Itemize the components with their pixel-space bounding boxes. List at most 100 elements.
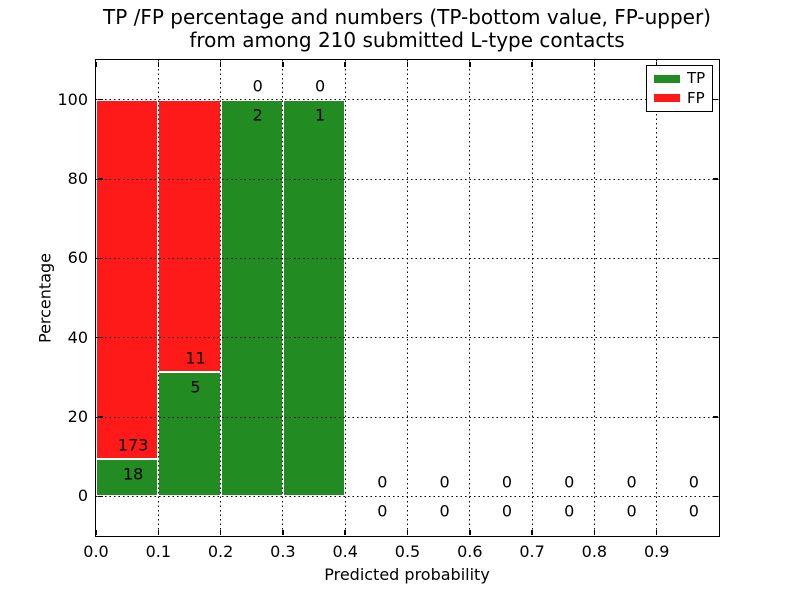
fp-count-label: 0: [439, 472, 450, 492]
fp-count-label: 0: [314, 76, 326, 96]
y-tick-right: [712, 495, 718, 498]
fp-count-label: 0: [501, 472, 513, 492]
gridline-vertical: [344, 60, 346, 536]
y-tick-label: 100: [57, 89, 88, 109]
y-tick-right: [712, 336, 718, 339]
x-tick-label: 0.1: [145, 542, 172, 561]
y-tick-label: 60: [67, 248, 88, 268]
gridline-horizontal: [96, 337, 719, 339]
x-tick-bottom: [406, 529, 409, 535]
legend: TP FP: [646, 65, 713, 112]
x-tick-top: [157, 61, 160, 67]
gridline-vertical: [157, 60, 159, 536]
fp-count-label: 0: [688, 472, 699, 492]
tp-count-label: 0: [564, 501, 575, 521]
x-tick-bottom: [219, 529, 222, 535]
legend-item-tp: TP: [647, 71, 712, 86]
bar-fp-segment: [158, 99, 221, 373]
tp-count-label: 5: [190, 377, 201, 397]
fp-count-label: 0: [377, 472, 388, 492]
gridline-horizontal: [96, 178, 719, 180]
fp-count-label: 11: [185, 348, 206, 368]
tp-count-label: 0: [688, 501, 699, 521]
x-tick-bottom: [469, 529, 471, 535]
fp-count-label: 173: [117, 435, 149, 455]
chart-title: TP /FP percentage and numbers (TP-bottom…: [103, 6, 711, 52]
legend-swatch-tp-icon: [654, 74, 680, 83]
x-tick-label: 0.8: [581, 542, 608, 561]
x-tick-label: 0.5: [394, 542, 421, 561]
x-tick-label: 0.7: [519, 542, 545, 561]
y-tick-label: 40: [67, 327, 88, 347]
tp-count-label: 0: [377, 501, 388, 521]
y-tick-label: 20: [67, 407, 88, 426]
bar-fp-segment: [96, 99, 159, 459]
gridline-horizontal: [96, 416, 719, 418]
y-tick-left: [97, 495, 103, 498]
chart-title-line2: from among 210 submitted L-type contacts: [189, 28, 625, 52]
bar-tp-segment: [282, 99, 346, 497]
y-tick-left: [97, 178, 103, 180]
x-tick-top: [406, 61, 409, 67]
chart-title-line1: TP /FP percentage and numbers (TP-bottom…: [103, 5, 711, 29]
x-tick-label: 0.0: [83, 542, 109, 561]
fp-count-label: 0: [626, 472, 637, 492]
bar-tp-segment: [96, 458, 159, 497]
gridline-horizontal: [96, 99, 719, 101]
x-tick-bottom: [157, 529, 160, 535]
y-tick-right: [712, 257, 718, 260]
gridline-horizontal: [96, 495, 719, 497]
y-tick-left: [97, 336, 103, 339]
gridline-horizontal: [96, 257, 719, 259]
gridline-vertical: [593, 60, 595, 536]
gridline-vertical: [531, 60, 533, 536]
x-tick-bottom: [95, 529, 97, 535]
axes-frame: [95, 59, 720, 537]
y-tick-right: [712, 178, 718, 180]
x-tick-label: 0.4: [332, 542, 358, 561]
x-tick-top: [531, 61, 533, 67]
gridline-vertical: [407, 60, 408, 536]
bar-tp-segment: [220, 99, 283, 497]
x-tick-top: [655, 61, 658, 67]
fp-count-label: 0: [252, 76, 263, 96]
tp-count-label: 0: [626, 501, 637, 521]
bar-tp-segment: [158, 372, 221, 497]
tp-count-label: 0: [439, 501, 450, 521]
legend-swatch-fp-icon: [654, 94, 680, 103]
x-tick-top: [95, 61, 97, 67]
x-tick-bottom: [344, 529, 346, 535]
tp-count-label: 18: [122, 464, 144, 484]
y-tick-label: 80: [67, 169, 88, 188]
y-tick-left: [97, 257, 103, 260]
tp-count-label: 2: [252, 105, 263, 125]
y-tick-label: 0: [77, 486, 88, 506]
x-tick-bottom: [593, 529, 596, 535]
gridline-vertical: [282, 60, 284, 536]
tp-count-label: 0: [501, 501, 513, 521]
gridline-vertical: [220, 60, 222, 536]
x-tick-label: 0.6: [457, 542, 483, 561]
x-tick-top: [219, 61, 222, 67]
gridline-vertical: [656, 60, 658, 536]
y-tick-right: [712, 98, 718, 101]
y-tick-left: [97, 98, 103, 101]
x-axis-label: Predicted probability: [324, 565, 490, 584]
y-tick-left: [97, 416, 103, 418]
legend-item-fp: FP: [647, 88, 712, 107]
x-tick-top: [593, 61, 596, 67]
x-tick-label: 0.3: [270, 542, 296, 561]
legend-label-fp: FP: [687, 88, 705, 107]
y-tick-right: [712, 416, 718, 418]
x-tick-bottom: [531, 529, 533, 535]
x-tick-label: 0.9: [643, 542, 670, 561]
x-tick-top: [282, 61, 284, 67]
x-tick-bottom: [282, 529, 284, 535]
x-tick-bottom: [655, 529, 658, 535]
x-tick-top: [469, 61, 471, 67]
gridline-vertical: [469, 60, 471, 536]
x-tick-top: [344, 61, 346, 67]
fp-count-label: 0: [564, 472, 575, 492]
